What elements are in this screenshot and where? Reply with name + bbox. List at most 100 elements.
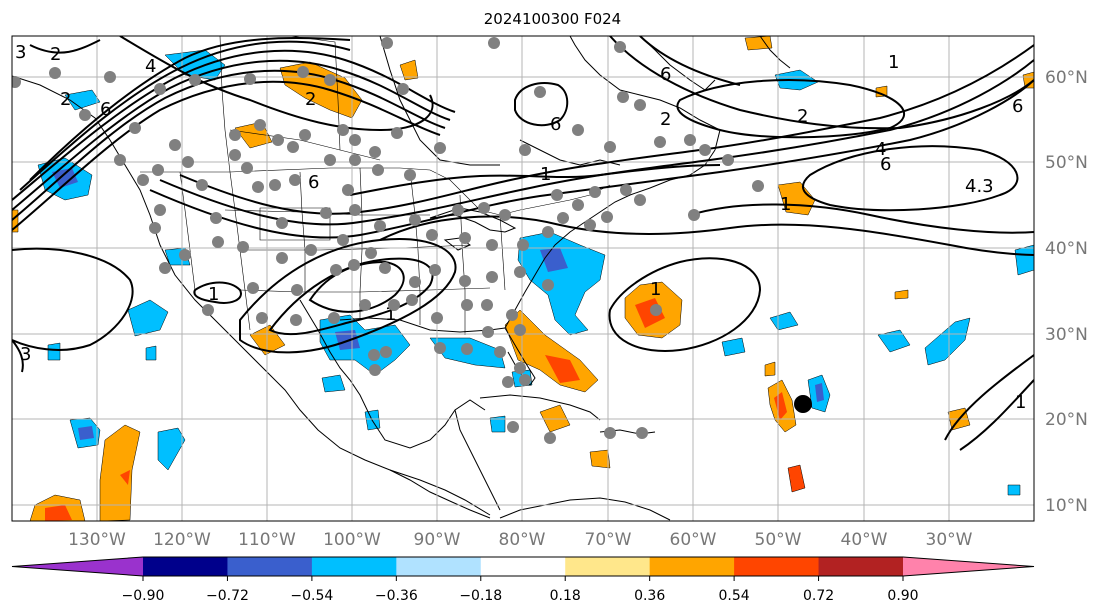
- contour-label: 1: [385, 304, 396, 325]
- contour-label: 6: [880, 154, 891, 175]
- station-dot: [152, 164, 164, 176]
- contour-label: 2: [50, 44, 61, 65]
- colorbar-segment: [143, 557, 228, 576]
- station-dot: [589, 186, 601, 198]
- lon-label: 60°W: [670, 530, 717, 550]
- station-dot: [404, 169, 416, 181]
- station-dot: [320, 207, 332, 219]
- station-dot: [229, 129, 241, 141]
- station-dot: [617, 91, 629, 103]
- contour-label: 6: [1012, 96, 1023, 117]
- station-dot: [426, 229, 438, 241]
- lon-labels: 130°W 120°W 110°W 100°W 90°W 80°W 70°W 6…: [68, 530, 973, 550]
- station-dot: [482, 326, 494, 338]
- station-dot: [49, 67, 61, 79]
- station-dot: [244, 73, 256, 85]
- station-dot: [269, 179, 281, 191]
- station-dot: [374, 220, 386, 232]
- station-dot: [506, 309, 518, 321]
- contour-label: 1: [208, 284, 219, 305]
- station-dot: [12, 76, 21, 88]
- contour-label: 2: [60, 89, 71, 110]
- lon-label: 30°W: [926, 530, 973, 550]
- station-dot: [287, 141, 299, 153]
- station-dot: [542, 279, 554, 291]
- station-dot: [337, 234, 349, 246]
- colorbar-extension-high: [903, 557, 1034, 576]
- colorbar-tick-label: 0.72: [803, 588, 834, 604]
- station-dot: [388, 299, 400, 311]
- colorbar-segment: [480, 557, 566, 576]
- station-dot: [159, 262, 171, 274]
- station-dot: [254, 119, 266, 131]
- station-dot: [391, 127, 403, 139]
- lat-labels: 60°N 50°N 40°N 30°N 20°N 10°N: [1045, 68, 1088, 516]
- lon-label: 130°W: [68, 530, 126, 550]
- contour-label: 1: [540, 164, 551, 185]
- station-dot: [584, 219, 596, 231]
- station-dot: [406, 294, 418, 306]
- station-dot: [604, 141, 616, 153]
- station-dot: [369, 146, 381, 158]
- contour-label: 2: [305, 89, 316, 110]
- station-dot: [514, 362, 526, 374]
- station-dot: [461, 343, 473, 355]
- colorbar-tick-label: 0.90: [887, 588, 918, 604]
- colorbar-tick-label: 0.54: [719, 588, 750, 604]
- station-dot: [137, 174, 149, 186]
- station-dot: [256, 312, 268, 324]
- lon-label: 100°W: [323, 530, 381, 550]
- station-dot: [330, 264, 342, 276]
- station-dot: [752, 180, 764, 192]
- station-dot: [252, 181, 264, 193]
- station-dot: [79, 109, 91, 121]
- station-dot: [517, 239, 529, 251]
- station-dot: [688, 209, 700, 221]
- lon-label: 50°W: [755, 530, 802, 550]
- station-dot: [542, 226, 554, 238]
- station-dot: [409, 276, 421, 288]
- station-dot: [149, 222, 161, 234]
- colorbar-segment: [396, 557, 482, 576]
- station-dot: [202, 304, 214, 316]
- station-dot: [349, 154, 361, 166]
- lon-label: 120°W: [153, 530, 211, 550]
- contour-label: 2: [660, 109, 671, 130]
- station-dot: [179, 249, 191, 261]
- contour-label: 3: [20, 344, 31, 365]
- station-dot: [486, 271, 498, 283]
- station-dot: [634, 99, 646, 111]
- station-dot: [276, 217, 288, 229]
- lat-label: 40°N: [1045, 239, 1088, 259]
- station-dot: [514, 266, 526, 278]
- station-dot: [722, 154, 734, 166]
- station-dot: [297, 66, 309, 78]
- contour-label: 6: [660, 64, 671, 85]
- colorbar-segment: [565, 557, 651, 576]
- station-dot: [237, 241, 249, 253]
- contour-label: 6: [308, 172, 319, 193]
- station-dot: [478, 202, 490, 214]
- station-dot: [381, 37, 393, 49]
- colorbar-tick-label: −0.54: [290, 588, 333, 604]
- station-dot: [459, 275, 471, 287]
- station-dot: [104, 71, 116, 83]
- storm-center-marker: [794, 395, 812, 413]
- station-dot: [154, 204, 166, 216]
- station-dot: [502, 376, 514, 388]
- station-dot: [276, 252, 288, 264]
- station-dot: [154, 83, 166, 95]
- station-dot: [620, 184, 632, 196]
- station-dot: [229, 149, 241, 161]
- station-dot: [369, 364, 381, 376]
- colorbar-segment: [734, 557, 820, 576]
- station-dot: [434, 142, 446, 154]
- station-dot: [514, 324, 526, 336]
- contour-label: 1: [780, 194, 791, 215]
- station-dot: [459, 232, 471, 244]
- lat-label: 10°N: [1045, 496, 1088, 516]
- station-dot: [328, 312, 340, 324]
- station-dot: [247, 282, 259, 294]
- station-dot: [409, 214, 421, 226]
